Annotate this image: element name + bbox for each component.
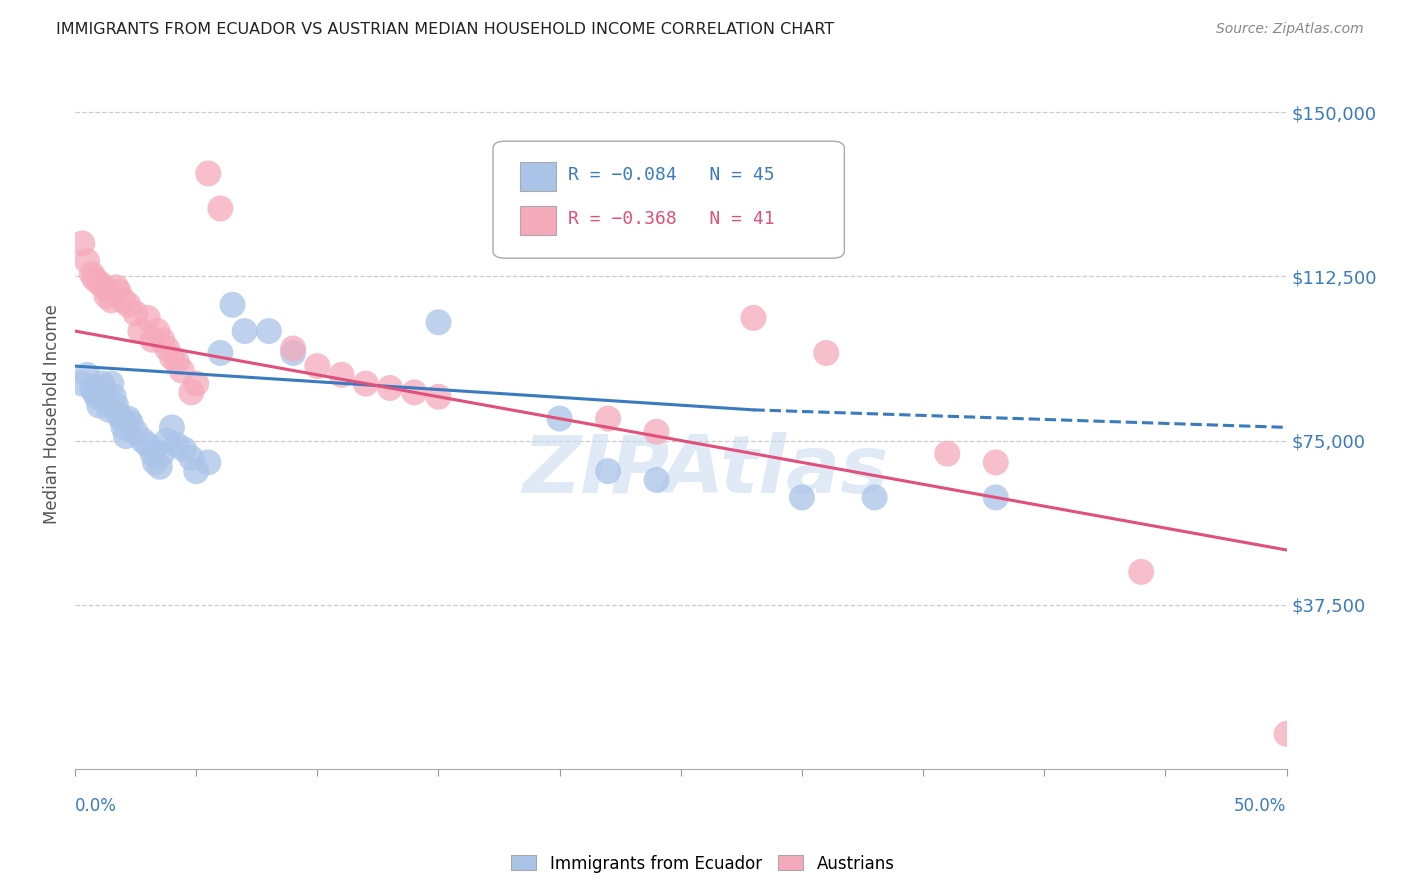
Text: R = −0.084   N = 45: R = −0.084 N = 45 [568, 166, 775, 185]
Point [124, 307, 146, 321]
Point [107, 285, 129, 299]
Point [72, 376, 94, 391]
Point [107, 407, 129, 421]
Point [330, 368, 353, 382]
Point [598, 411, 620, 425]
Point [89, 399, 111, 413]
Point [132, 434, 155, 448]
Point [80, 381, 103, 395]
Point [160, 420, 183, 434]
Point [209, 346, 232, 360]
Point [89, 276, 111, 290]
Point [110, 411, 132, 425]
Point [863, 491, 886, 505]
Point [83, 271, 105, 285]
Point [124, 425, 146, 439]
Point [93, 280, 115, 294]
Point [281, 346, 304, 360]
Point [170, 363, 193, 377]
Point [354, 376, 377, 391]
Point [103, 390, 125, 404]
Point [160, 351, 183, 365]
Point [166, 355, 188, 369]
Point [93, 381, 115, 395]
Point [97, 402, 120, 417]
Point [166, 438, 188, 452]
Point [76, 254, 98, 268]
Point [233, 324, 256, 338]
FancyBboxPatch shape [494, 141, 845, 258]
Point [156, 342, 179, 356]
Point [105, 399, 128, 413]
Point [143, 455, 166, 469]
Point [645, 425, 668, 439]
Point [307, 359, 329, 373]
Point [96, 394, 118, 409]
Point [100, 293, 122, 308]
Point [180, 450, 202, 465]
Point [427, 390, 450, 404]
Point [548, 411, 571, 425]
Point [197, 166, 219, 180]
Point [146, 324, 169, 338]
Point [197, 455, 219, 469]
Point [150, 333, 173, 347]
Point [120, 416, 142, 430]
Point [1275, 727, 1298, 741]
Point [141, 333, 163, 347]
Point [150, 447, 173, 461]
Point [141, 447, 163, 461]
Text: ZIPAtlas: ZIPAtlas [522, 432, 889, 510]
Point [83, 385, 105, 400]
Point [645, 473, 668, 487]
Point [378, 381, 401, 395]
FancyBboxPatch shape [520, 162, 555, 191]
Text: 50.0%: 50.0% [1234, 797, 1286, 814]
Point [1130, 565, 1153, 579]
Point [112, 420, 135, 434]
Point [117, 411, 139, 425]
Point [117, 298, 139, 312]
Point [815, 346, 838, 360]
Y-axis label: Median Household Income: Median Household Income [44, 304, 60, 524]
Point [984, 455, 1007, 469]
Point [790, 491, 813, 505]
Point [598, 464, 620, 478]
Point [136, 438, 159, 452]
Point [105, 280, 128, 294]
Point [115, 429, 138, 443]
Text: R = −0.368   N = 41: R = −0.368 N = 41 [568, 211, 775, 228]
Point [80, 267, 103, 281]
Point [129, 324, 152, 338]
Point [936, 447, 959, 461]
Point [100, 376, 122, 391]
FancyBboxPatch shape [520, 206, 555, 235]
Point [281, 342, 304, 356]
Point [72, 236, 94, 251]
Point [156, 434, 179, 448]
Point [221, 298, 243, 312]
Point [209, 202, 232, 216]
Point [96, 289, 118, 303]
Point [90, 376, 112, 391]
Point [742, 310, 765, 325]
Point [76, 368, 98, 382]
Point [173, 442, 195, 457]
Point [136, 310, 159, 325]
Point [149, 459, 172, 474]
Point [112, 293, 135, 308]
Point [984, 491, 1007, 505]
Point [180, 385, 202, 400]
Text: Source: ZipAtlas.com: Source: ZipAtlas.com [1216, 22, 1364, 37]
Point [186, 464, 208, 478]
Point [186, 376, 208, 391]
Legend: Immigrants from Ecuador, Austrians: Immigrants from Ecuador, Austrians [505, 848, 901, 880]
Point [427, 315, 450, 329]
Point [404, 385, 426, 400]
Point [86, 390, 108, 404]
Point [257, 324, 280, 338]
Text: IMMIGRANTS FROM ECUADOR VS AUSTRIAN MEDIAN HOUSEHOLD INCOME CORRELATION CHART: IMMIGRANTS FROM ECUADOR VS AUSTRIAN MEDI… [56, 22, 835, 37]
Text: 0.0%: 0.0% [75, 797, 117, 814]
